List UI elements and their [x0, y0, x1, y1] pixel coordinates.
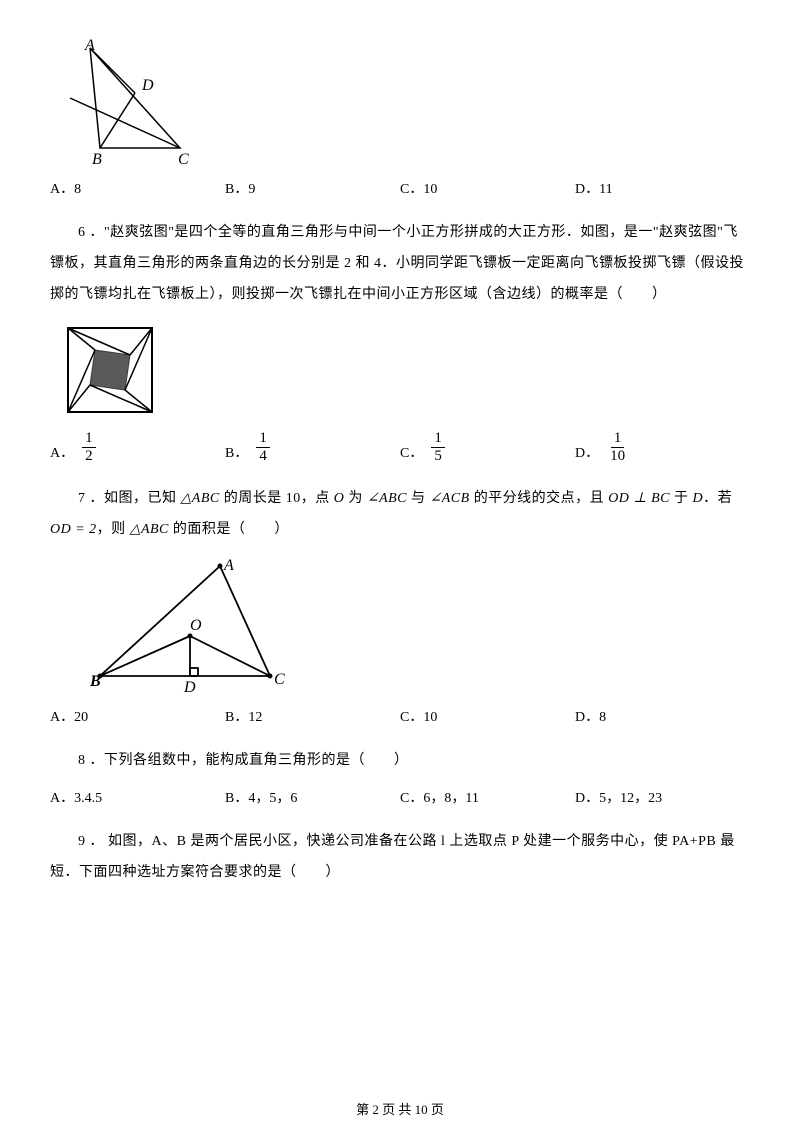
- option-c[interactable]: C． 15: [400, 430, 575, 464]
- math-abc: △ABC: [181, 491, 220, 506]
- q6-text: 6 ．"赵爽弦图"是四个全等的直角三角形与中间一个小正方形拼成的大正方形．如图，…: [50, 218, 750, 310]
- math-d: D: [692, 491, 703, 506]
- label-c: C: [274, 671, 285, 688]
- q7-options: A．20 B．12 C．10 D．8: [50, 706, 750, 726]
- q7-text: 7 ．如图，已知 △ABC 的周长是 10，点 O 为 ∠ABC 与 ∠ACB …: [50, 484, 750, 546]
- q9-text: 9 ． 如图，A、B 是两个居民小区，快递公司准备在公路 l 上选取点 P 处建…: [50, 827, 750, 889]
- label-c: C: [178, 151, 189, 168]
- math-ang-abc: ∠ABC: [367, 491, 407, 506]
- label-b: B: [90, 673, 101, 690]
- option-d[interactable]: D．5，12，23: [575, 787, 750, 807]
- option-c[interactable]: C．10: [400, 706, 575, 726]
- q5-options: A．8 B．9 C．10 D．11: [50, 178, 750, 198]
- label-a: A: [84, 38, 95, 54]
- option-b[interactable]: B．4，5，6: [225, 787, 400, 807]
- page-footer: 第 2 页 共 10 页: [0, 1099, 800, 1118]
- option-a[interactable]: A．20: [50, 706, 225, 726]
- math-o: O: [334, 491, 345, 506]
- option-b[interactable]: B．9: [225, 178, 400, 198]
- q6-options: A． 12 B． 14 C． 15 D． 110: [50, 430, 750, 464]
- label-d: D: [183, 679, 196, 696]
- option-d[interactable]: D． 110: [575, 430, 750, 464]
- option-b[interactable]: B． 14: [225, 430, 400, 464]
- option-c[interactable]: C．6，8，11: [400, 787, 575, 807]
- math-od-eq: OD = 2: [50, 522, 97, 537]
- option-c[interactable]: C．10: [400, 178, 575, 198]
- label-b: B: [92, 151, 102, 168]
- option-a[interactable]: A．3.4.5: [50, 787, 225, 807]
- q8-text: 8 ．下列各组数中，能构成直角三角形的是（ ）: [50, 746, 750, 777]
- option-a[interactable]: A． 12: [50, 430, 225, 464]
- q7-figure: A O B D C: [90, 556, 750, 696]
- q5-figure: A D B C: [60, 38, 750, 168]
- option-a[interactable]: A．8: [50, 178, 225, 198]
- option-b[interactable]: B．12: [225, 706, 400, 726]
- math-ang-acb: ∠ACB: [430, 491, 470, 506]
- math-od-perp: OD ⊥ BC: [608, 491, 670, 506]
- option-d[interactable]: D．8: [575, 706, 750, 726]
- label-d: D: [141, 77, 154, 94]
- q8-options: A．3.4.5 B．4，5，6 C．6，8，11 D．5，12，23: [50, 787, 750, 807]
- option-d[interactable]: D．11: [575, 178, 750, 198]
- label-a: A: [223, 557, 234, 574]
- q6-figure: [60, 320, 750, 420]
- label-o: O: [190, 617, 202, 634]
- math-abc2: △ABC: [130, 522, 169, 537]
